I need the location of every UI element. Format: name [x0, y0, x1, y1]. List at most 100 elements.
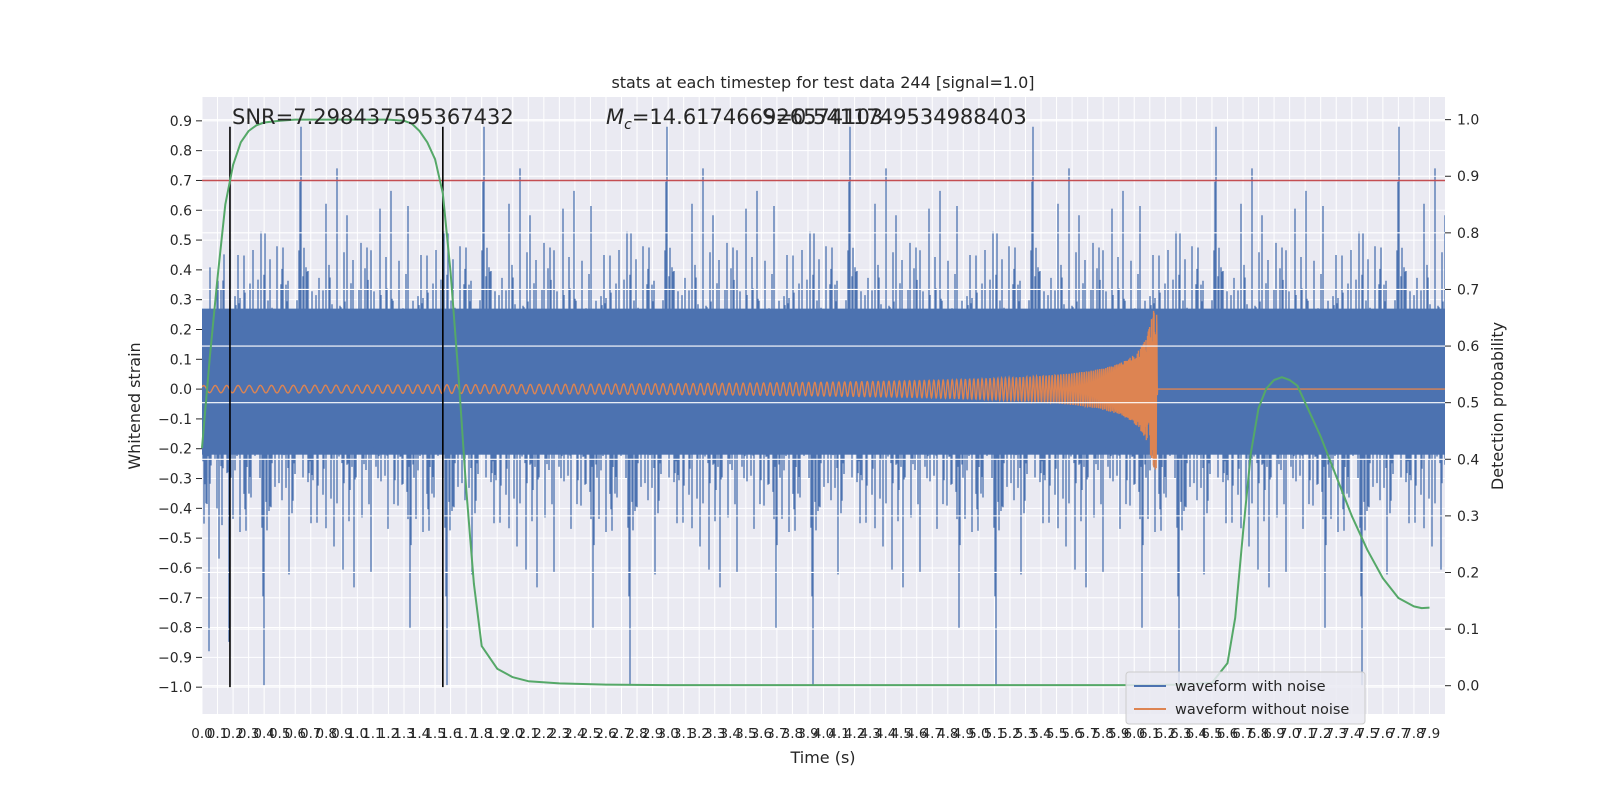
x-tick-label: 7.7 — [1388, 726, 1409, 742]
x-tick-label: 0.7 — [300, 726, 321, 742]
x-tick-label: 3.7 — [766, 726, 787, 742]
x-tick-label: 3.3 — [704, 726, 725, 742]
x-tick-label: 5.9 — [1108, 726, 1129, 742]
x-tick-label: 5.1 — [984, 726, 1005, 742]
x-tick-label: 2.8 — [626, 726, 647, 742]
y-tick-label: −0.2 — [158, 442, 192, 458]
x-tick-label: 4.7 — [922, 726, 943, 742]
x-tick-label: 0.6 — [284, 726, 305, 742]
y-tick-label-right: 0.3 — [1457, 509, 1479, 525]
x-tick-label: 7.1 — [1294, 726, 1315, 742]
y-tick-label-right: 0.8 — [1457, 226, 1479, 242]
x-tick-label: 3.0 — [657, 726, 678, 742]
x-tick-label: 4.3 — [859, 726, 880, 742]
y-tick-label: 0.3 — [170, 293, 192, 309]
y-tick-label-right: 0.1 — [1457, 622, 1479, 638]
y-tick-label: 0.2 — [170, 322, 192, 338]
x-tick-label: 5.7 — [1077, 726, 1098, 742]
x-tick-label: 3.2 — [688, 726, 709, 742]
x-tick-label: 6.3 — [1170, 726, 1191, 742]
x-tick-label: 1.0 — [347, 726, 368, 742]
x-tick-label: 7.0 — [1279, 726, 1300, 742]
y-tick-label: 0.6 — [170, 203, 192, 219]
x-tick-label: 5.8 — [1092, 726, 1113, 742]
x-tick-label: 2.4 — [564, 726, 585, 742]
y-tick-label: 0.8 — [170, 144, 192, 160]
x-tick-label: 4.5 — [890, 726, 911, 742]
x-tick-label: 0.3 — [238, 726, 259, 742]
x-tick-label: 4.2 — [844, 726, 865, 742]
x-tick-label: 0.8 — [316, 726, 337, 742]
y-tick-label: 0.1 — [170, 352, 192, 368]
x-tick-label: 6.1 — [1139, 726, 1160, 742]
y-ticks-left: 0.9 0.8 0.7 0.6 0.5 0.4 0.3 0.2 0.1 0.0 −0.1 −0.2 −0… — [158, 114, 202, 696]
x-tick-label: 4.6 — [906, 726, 927, 742]
x-tick-label: 1.4 — [409, 726, 430, 742]
x-tick-label: 0.0 — [191, 726, 212, 742]
x-tick-label: 3.5 — [735, 726, 756, 742]
x-tick-label: 6.8 — [1248, 726, 1269, 742]
x-tick-label: 4.4 — [875, 726, 896, 742]
x-tick-label: 6.5 — [1201, 726, 1222, 742]
x-tick-label: 7.5 — [1357, 726, 1378, 742]
mc-value: =14.617466926574103 — [632, 105, 883, 129]
legend: waveform with noise waveform without noi… — [1125, 671, 1366, 725]
x-tick-label: 5.5 — [1046, 726, 1067, 742]
y-tick-label-right: 0.6 — [1457, 339, 1479, 355]
y-tick-label: 0.4 — [170, 263, 192, 279]
x-tick-label: 5.4 — [1030, 726, 1051, 742]
x-tick-label: 7.3 — [1325, 726, 1346, 742]
series-waveform-with-noise — [202, 126, 1445, 686]
chart-title: stats at each timestep for test data 244… — [611, 73, 1034, 92]
series-detection-probability — [201, 118, 1430, 687]
x-tick-label: 6.0 — [1124, 726, 1145, 742]
y-tick-label: −0.8 — [158, 621, 192, 637]
x-tick-label: 7.4 — [1341, 726, 1362, 742]
x-tick-label: 6.2 — [1155, 726, 1176, 742]
series-layer — [202, 119, 1445, 687]
x-tick-label: 2.1 — [518, 726, 539, 742]
y-tick-label: −0.1 — [158, 412, 192, 428]
x-tick-label: 7.6 — [1372, 726, 1393, 742]
y-tick-label-right: 0.0 — [1457, 679, 1479, 695]
y-tick-label: 0.0 — [170, 382, 192, 398]
x-tick-label: 2.9 — [642, 726, 663, 742]
x-tick-label: 3.9 — [797, 726, 818, 742]
x-tick-label: 0.1 — [207, 726, 228, 742]
x-tick-label: 2.5 — [580, 726, 601, 742]
x-tick-label: 1.6 — [440, 726, 461, 742]
x-tick-label: 5.0 — [968, 726, 989, 742]
y-tick-label: −0.5 — [158, 531, 192, 547]
y-tick-label: −0.9 — [158, 650, 192, 666]
x-tick-label: 2.6 — [595, 726, 616, 742]
y-tick-label: −0.6 — [158, 561, 192, 577]
y-axis-label-right: Detection probability — [1488, 322, 1507, 490]
x-tick-label: 1.2 — [378, 726, 399, 742]
y-ticks-right: 1.0 0.9 0.8 0.7 0.6 0.5 0.4 0.3 0.2 0.1 0.0 — [1445, 113, 1479, 695]
x-tick-label: 4.8 — [937, 726, 958, 742]
x-tick-label: 2.0 — [502, 726, 523, 742]
overlay-lines — [201, 118, 1445, 688]
x-tick-label: 0.9 — [331, 726, 352, 742]
x-tick-label: 1.8 — [471, 726, 492, 742]
y-tick-label-right: 0.5 — [1457, 396, 1479, 412]
legend-box — [1125, 671, 1366, 725]
x-tick-label: 4.9 — [953, 726, 974, 742]
y-tick-label: 0.5 — [170, 233, 192, 249]
x-tick-label: 5.3 — [1015, 726, 1036, 742]
x-tick-label: 5.6 — [1061, 726, 1082, 742]
series-waveform-without-noise — [202, 310, 1445, 470]
x-tick-label: 6.9 — [1263, 726, 1284, 742]
x-tick-label: 2.7 — [611, 726, 632, 742]
x-tick-label: 0.5 — [269, 726, 290, 742]
x-tick-label: 4.0 — [813, 726, 834, 742]
mc-subscript: c — [624, 117, 632, 133]
x-axis-label: Time (s) — [789, 748, 855, 767]
x-tick-label: 1.3 — [393, 726, 414, 742]
y-tick-label-right: 0.9 — [1457, 169, 1479, 185]
x-tick-label: 7.9 — [1419, 726, 1440, 742]
x-tick-label: 2.2 — [533, 726, 554, 742]
y-tick-label: −0.3 — [158, 472, 192, 488]
mc-annotation: Mc=14.617466926574103 — [606, 105, 883, 133]
